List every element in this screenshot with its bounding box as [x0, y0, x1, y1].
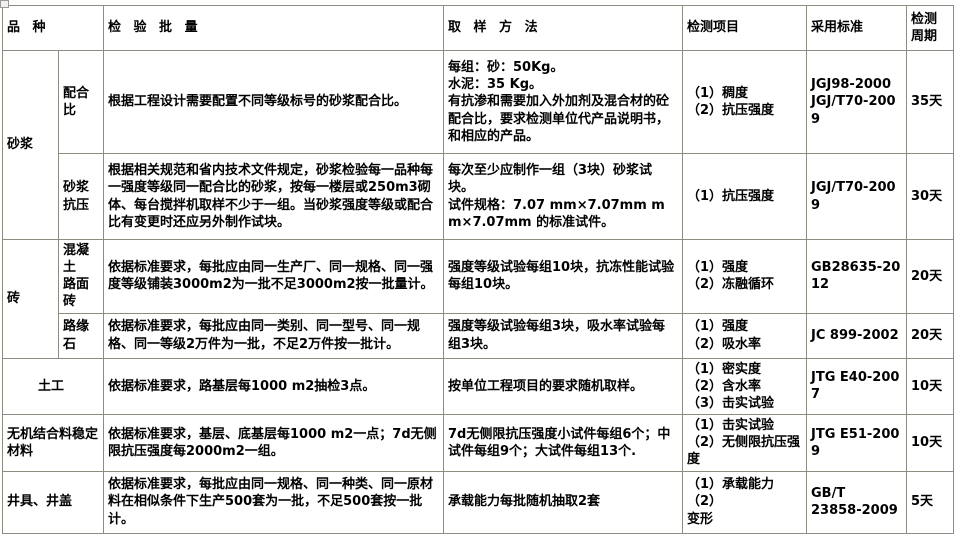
cell-standard: JTG E40-2007 [806, 357, 907, 416]
cell-test-items: （1）承载能力（2） 变形 [682, 470, 807, 534]
cell-standard: JC 899-2002 [806, 312, 907, 359]
test-item: （1）强度 [687, 260, 749, 276]
header-kind: 品 种 [2, 5, 104, 51]
cell-subkind-mix-ratio: 配合比 [58, 50, 104, 154]
table-row: 砂浆 抗压 根据相关规范和省内技术文件规定，砂浆检验每一品种每一强度等级同一配合… [3, 153, 954, 240]
header-items: 检测项目 [682, 5, 807, 51]
sampling-line: 每次至少应制作一组（3块）砂浆试块。 [448, 163, 653, 196]
table-row: 土工 依据标准要求，路基层每1000 m2抽检3点。 按单位工程项目的要求随机取… [2, 357, 954, 416]
cell-cycle: 10天 [906, 414, 954, 472]
cell-cycle: 10天 [906, 357, 954, 416]
cell-batch: 依据标准要求，路基层每1000 m2抽检3点。 [103, 357, 444, 416]
cell-sampling: 7d无侧限抗压强度小试件每组6个；中试件每组9个；大试件每组13个. [443, 414, 683, 472]
cell-standard: GB/T 23858-2009 [806, 470, 907, 534]
cell-sampling: 每组：砂：50Kg。 水泥：35 Kg。 有抗渗和需要加入外加剂及混合材的砼配合… [443, 50, 683, 154]
test-item: （2）抗压强度 [687, 103, 775, 118]
capture-corner-artifact [0, 0, 9, 8]
table-row: 井具、井盖 依据标准要求，每批应由同一规格、同一种类、同一原材料在相似条件下生产… [2, 470, 954, 534]
cell-kind-brick: 砖 [2, 239, 59, 359]
standard-line: JGJ/T70-2009 [811, 94, 896, 127]
standard-line: JGJ98-2000 [811, 77, 892, 93]
test-item: （1）稠度 [687, 85, 749, 101]
cell-test-items: （1）密实度 （2）含水率 （3）击实试验 [682, 357, 807, 416]
cell-standard: JTG E51-2009 [806, 414, 907, 472]
cell-standard: GB28635-2012 [806, 239, 907, 314]
sampling-line: 有抗渗和需要加入外加剂及混合材的砼配合比，要求检测单位代产品说明书，和相应的产品… [448, 94, 670, 144]
test-item: （1）强度 [687, 319, 749, 335]
cell-kind-manhole: 井具、井盖 [2, 470, 104, 534]
cell-subkind-curbstone: 路缘石 [58, 312, 104, 359]
subkind-line: 混凝土 [63, 243, 90, 276]
standard-line: JTG E40-2007 [811, 370, 900, 403]
header-sampling: 取 样 方 法 [443, 5, 683, 51]
cell-sampling: 按单位工程项目的要求随机取样。 [443, 357, 683, 416]
cell-batch: 根据相关规范和省内技术文件规定，砂浆检验每一品种每一强度等级同一配合比的砂浆，按… [103, 153, 444, 240]
table-row: 路缘石 依据标准要求，每批应由同一类别、同一型号、同一规格、同一等级2万件为一批… [3, 312, 954, 359]
test-item: （1）承载能力（2） [687, 477, 775, 510]
table-header-row: 品 种 检 验 批 量 取 样 方 法 检测项目 采用标准 检测周期 [2, 5, 954, 51]
sampling-line: 强度等级试验每组3块，吸水率试验每组3块。 [448, 319, 666, 352]
test-item: （3）击实试验 [687, 395, 775, 411]
test-item: （2）冻融循环 [687, 277, 775, 293]
header-cycle-line-2: 周期 [911, 29, 938, 44]
cell-cycle: 20天 [906, 239, 954, 314]
sampling-line: 每组：砂：50Kg。 [448, 60, 564, 76]
test-item: （1）密实度 [687, 361, 762, 377]
sampling-line: 按单位工程项目的要求随机取样。 [448, 378, 644, 394]
cell-kind-geotechnical: 土工 [2, 357, 104, 416]
sampling-line: 水泥：35 Kg。 [448, 77, 542, 93]
cell-test-items: （1）抗压强度 [682, 153, 807, 240]
sampling-line: 试件规格：7.07 mm×7.07mm mm×7.07mm 的标准试件。 [448, 197, 665, 230]
test-item: （2）吸水率 [687, 336, 762, 352]
cell-subkind-mortar-compression: 砂浆 抗压 [58, 153, 104, 240]
header-cycle-line-1: 检测 [911, 11, 938, 27]
standard-line: 23858-2009 [811, 503, 898, 519]
material-testing-table: 品 种 检 验 批 量 取 样 方 法 检测项目 采用标准 检测周期 砂浆 配合… [2, 5, 954, 534]
cell-cycle: 30天 [906, 153, 954, 240]
cell-cycle: 35天 [906, 50, 954, 154]
sampling-line: 7d无侧限抗压强度小试件每组6个；中试件每组9个；大试件每组13个. [448, 426, 671, 459]
cell-standard: JGJ98-2000 JGJ/T70-2009 [806, 50, 907, 154]
standard-line: JGJ/T70-2009 [811, 180, 896, 213]
cell-standard: JGJ/T70-2009 [806, 153, 907, 240]
cell-subkind-concrete-paver: 混凝土 路面砖 [58, 239, 104, 314]
cell-batch: 依据标准要求，基层、底基层每1000 m2一点；7d无侧限抗压强度每2000m2… [103, 414, 444, 472]
subkind-line: 砂浆 [63, 180, 90, 196]
standard-line: GB/T [811, 485, 846, 501]
cell-cycle: 5天 [906, 470, 954, 534]
sampling-line: 承载能力每批随机抽取2套 [448, 494, 601, 510]
cell-batch: 依据标准要求，每批应由同一规格、同一种类、同一原材料在相似条件下生产500套为一… [103, 470, 444, 534]
cell-test-items: （1）击实试验（2）无侧限抗压强度 [682, 414, 807, 472]
table-row: 砂浆 配合比 根据工程设计需要配置不同等级标号的砂浆配合比。 每组：砂：50Kg… [2, 50, 954, 240]
cell-test-items: （1）强度 （2）冻融循环 [682, 239, 807, 314]
subkind-line: 路面砖 [63, 277, 90, 310]
cell-batch: 根据工程设计需要配置不同等级标号的砂浆配合比。 [103, 50, 444, 154]
table-row: 无机结合料稳定材料 依据标准要求，基层、底基层每1000 m2一点；7d无侧限抗… [2, 414, 954, 472]
standard-line: JTG E51-2009 [811, 426, 900, 459]
cell-sampling: 强度等级试验每组10块，抗冻性能试验每组10块。 [443, 239, 683, 314]
header-batch: 检 验 批 量 [103, 5, 444, 51]
cell-batch: 依据标准要求，每批应由同一类别、同一型号、同一规格、同一等级2万件为一批，不足2… [103, 312, 444, 359]
sampling-line: 强度等级试验每组10块，抗冻性能试验每组10块。 [448, 260, 675, 293]
cell-kind-inorganic-binder: 无机结合料稳定材料 [2, 414, 104, 472]
cell-sampling: 强度等级试验每组3块，吸水率试验每组3块。 [443, 312, 683, 359]
standard-line: JC 899-2002 [811, 328, 899, 344]
cell-test-items: （1）强度 （2）吸水率 [682, 312, 807, 359]
test-item: （1）击实试验（2）无侧限抗压强度 [687, 418, 801, 468]
cell-batch: 依据标准要求，每批应由同一生产厂、同一规格、同一强度等级铺装3000m2为一批不… [103, 239, 444, 314]
cell-test-items: （1）稠度 （2）抗压强度 [682, 50, 807, 154]
table-row: 砖 混凝土 路面砖 依据标准要求，每批应由同一生产厂、同一规格、同一强度等级铺装… [2, 239, 954, 359]
cell-kind-mortar: 砂浆 [2, 50, 59, 240]
cell-sampling: 承载能力每批随机抽取2套 [443, 470, 683, 534]
test-item: （1）抗压强度 [687, 188, 775, 204]
cell-cycle: 20天 [906, 312, 954, 359]
standard-line: GB28635-2012 [811, 260, 901, 293]
test-item: （2）含水率 [687, 378, 762, 394]
subkind-line: 抗压 [63, 197, 90, 213]
header-standard: 采用标准 [806, 5, 907, 51]
test-item: 变形 [687, 511, 714, 527]
cell-sampling: 每次至少应制作一组（3块）砂浆试块。 试件规格：7.07 mm×7.07mm m… [443, 153, 683, 240]
header-cycle: 检测 周期 [906, 5, 954, 51]
